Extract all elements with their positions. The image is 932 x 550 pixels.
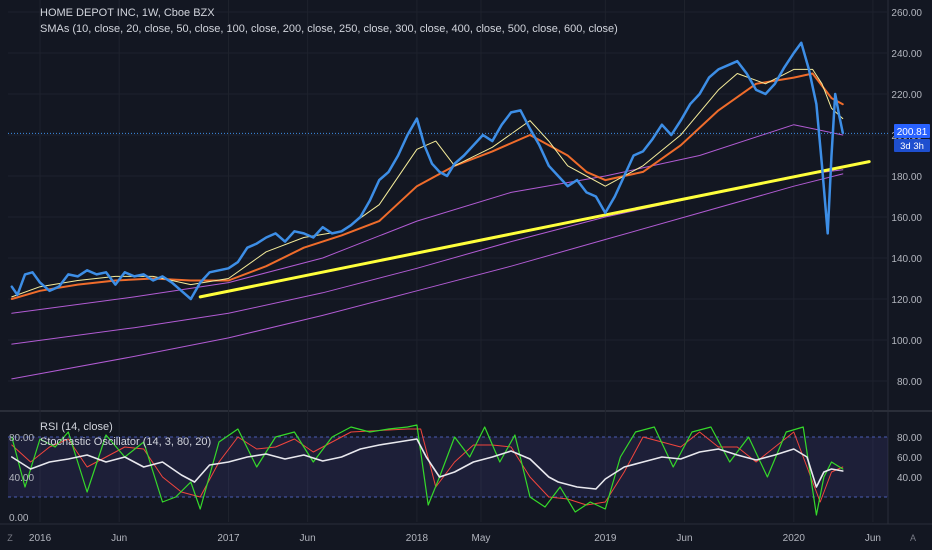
- price-line: [10, 41, 845, 301]
- x-tick-label: 2018: [406, 533, 429, 544]
- sma-10-line: [11, 68, 844, 298]
- sub-y-tick-right: 80.00: [897, 433, 922, 444]
- x-tick-label: 2016: [29, 533, 52, 544]
- rsi-legend[interactable]: RSI (14, close): [40, 421, 113, 433]
- axis-layer: 80.00100.00120.00140.00160.00180.00200.0…: [9, 8, 922, 544]
- y-tick-label: 220.00: [891, 90, 922, 101]
- x-tick-label: Jun: [865, 533, 881, 544]
- x-tick-label: 2019: [594, 533, 617, 544]
- rsi-line: [11, 438, 844, 490]
- sma-400-line: [11, 173, 844, 380]
- sub-y-tick-left: 80.00: [9, 433, 34, 444]
- symbol-legend[interactable]: HOME DEPOT INC, 1W, Cboe BZX: [40, 7, 215, 19]
- y-tick-label: 120.00: [891, 295, 922, 306]
- y-tick-label: 180.00: [891, 172, 922, 183]
- stoch-legend[interactable]: Stochastic Oscillator (14, 3, 80, 20): [40, 436, 212, 448]
- price-badge-box: [894, 124, 930, 138]
- x-tick-label: Jun: [111, 533, 127, 544]
- y-tick-label: 240.00: [891, 49, 922, 60]
- x-tick-label: Jun: [300, 533, 316, 544]
- timezone-button[interactable]: Z: [7, 533, 13, 543]
- price-badge: 200.81 3d 3h: [894, 124, 930, 152]
- x-tick-label: May: [472, 533, 491, 544]
- sub-y-tick-left: 40.00: [9, 473, 34, 484]
- y-tick-label: 160.00: [891, 213, 922, 224]
- trendline: [198, 160, 871, 299]
- sma-legend[interactable]: SMAs (10, close, 20, close, 50, close, 1…: [40, 23, 618, 35]
- x-tick-label: 2017: [217, 533, 240, 544]
- countdown-badge-box: [894, 139, 930, 152]
- price-badge-value: 200.81: [897, 127, 928, 138]
- countdown-badge-value: 3d 3h: [900, 141, 924, 152]
- auto-scale-button[interactable]: A: [909, 533, 916, 543]
- sub-y-tick-right: 40.00: [897, 473, 922, 484]
- x-tick-label: Jun: [676, 533, 692, 544]
- y-tick-label: 100.00: [891, 336, 922, 347]
- y-tick-label: 260.00: [891, 8, 922, 19]
- y-tick-label: 80.00: [897, 377, 922, 388]
- sub-y-tick-right: 60.00: [897, 453, 922, 464]
- x-tick-label: 2020: [783, 533, 806, 544]
- sub-y-tick-left: 0.00: [9, 513, 29, 524]
- series-layer: [8, 41, 888, 516]
- y-tick-label: 140.00: [891, 254, 922, 265]
